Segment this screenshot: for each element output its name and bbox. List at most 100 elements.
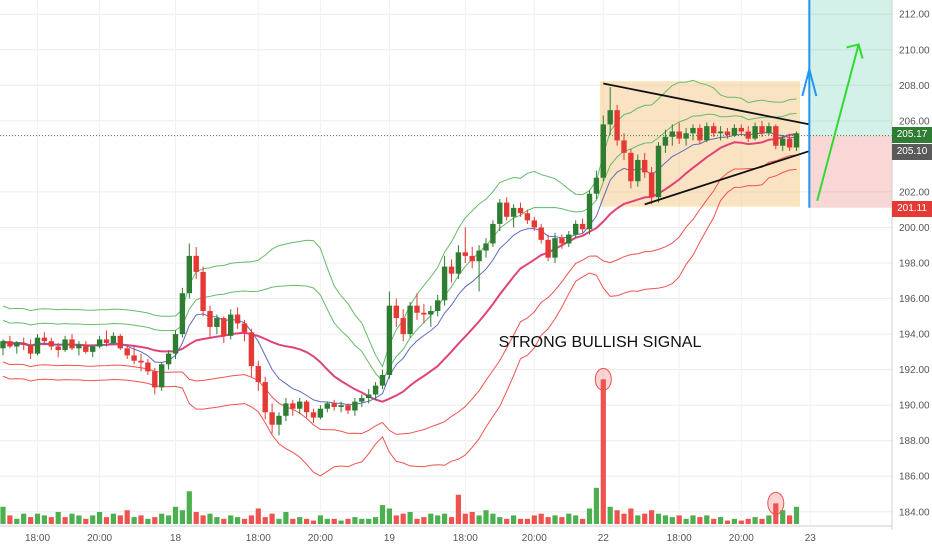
volume-bar <box>48 517 54 524</box>
volume-bar <box>338 520 344 524</box>
candle-body <box>14 342 20 347</box>
candle-body <box>642 159 648 173</box>
y-tick-label: 190.00 <box>899 401 930 412</box>
candle-body <box>255 366 261 383</box>
volume-bar <box>545 517 551 524</box>
volume-bar <box>655 513 662 524</box>
volume-bar <box>373 517 379 524</box>
volume-bar <box>724 520 731 524</box>
candle-body <box>165 353 172 365</box>
candle-body <box>683 133 689 139</box>
volume-bar <box>697 517 703 524</box>
upper-band-outer <box>2 79 797 368</box>
x-tick-label: 19 <box>384 533 396 544</box>
volume-bar <box>131 517 137 524</box>
volume-bar <box>531 515 537 524</box>
candle-body <box>83 344 89 352</box>
volume-bar <box>649 510 655 524</box>
volume-bar <box>559 517 565 524</box>
lower-band-outer <box>2 168 797 477</box>
candle-body <box>545 239 551 258</box>
volume-bar <box>780 510 786 524</box>
volume-bar <box>352 517 358 524</box>
volume-bar <box>504 518 510 524</box>
volume-bar <box>745 518 751 524</box>
volume-bar <box>766 515 772 524</box>
candle-body <box>400 318 406 335</box>
volume-bar <box>304 518 310 524</box>
volume-bar <box>600 379 606 524</box>
candle-body <box>193 255 199 272</box>
x-tick-label: 18:00 <box>246 533 271 544</box>
volume-bar <box>76 515 82 524</box>
volume-bar <box>83 518 89 524</box>
y-axis-background <box>892 0 932 550</box>
volume-bar <box>21 513 27 524</box>
candle-body <box>669 131 675 137</box>
volume-bar <box>248 515 254 524</box>
volume-bar <box>793 506 800 524</box>
candle-body <box>780 138 786 146</box>
volume-bar <box>172 506 179 524</box>
target-zone <box>809 0 892 136</box>
volume-bar <box>124 510 130 524</box>
candle-body <box>317 408 324 418</box>
candle-body <box>310 412 317 418</box>
last-price-tag: 205.17 <box>892 127 932 143</box>
x-tick-label: 18:00 <box>453 533 478 544</box>
candle-body <box>552 238 558 258</box>
volume-bar <box>179 510 185 524</box>
volume-bar <box>614 510 620 524</box>
volume-bar <box>787 515 793 524</box>
candle-body <box>345 405 351 411</box>
volume-spike-circle <box>594 367 612 391</box>
stop-price-tag: 201.11 <box>892 201 932 217</box>
volume-bar <box>752 517 758 524</box>
volume-bar <box>317 515 323 524</box>
candle-body <box>455 252 462 274</box>
volume-bar <box>110 513 116 524</box>
candle-body <box>476 250 482 262</box>
candle-body <box>469 255 475 262</box>
candle-body <box>766 126 772 134</box>
candle-body <box>414 305 420 313</box>
candle-body <box>34 337 41 354</box>
candle-body <box>62 339 68 351</box>
volume-bar <box>345 518 351 524</box>
volume-bar <box>407 511 413 524</box>
candle-body <box>759 126 765 134</box>
candle-body <box>159 364 165 388</box>
volume-bar <box>662 515 668 524</box>
candle-body <box>7 341 13 347</box>
volume-bar <box>517 518 524 524</box>
candle-body <box>200 271 206 311</box>
candle-body <box>579 223 586 230</box>
candle-body <box>366 394 372 399</box>
candle-body <box>793 133 800 148</box>
x-tick-label: 20:00 <box>87 533 112 544</box>
candle-body <box>214 318 220 327</box>
candle-body <box>303 401 310 413</box>
candle-body <box>559 238 565 244</box>
volume-bar <box>214 517 220 524</box>
candle-body <box>359 398 365 402</box>
candle-body <box>483 243 489 251</box>
candle-body <box>504 202 510 217</box>
volume-bar <box>28 517 34 524</box>
volume-bar <box>228 515 234 524</box>
y-tick-label: 210.00 <box>899 45 930 56</box>
candle-body <box>110 335 117 343</box>
y-tick-label: 186.00 <box>899 472 930 483</box>
candle-body <box>600 124 606 178</box>
volume-bar <box>573 515 579 524</box>
candle-body <box>738 127 744 132</box>
volume-bar <box>200 515 206 524</box>
candle-body <box>372 385 379 395</box>
y-tick-label: 184.00 <box>899 507 930 518</box>
volume-bar <box>7 515 13 524</box>
volume-bars <box>0 379 800 524</box>
volume-bar <box>90 515 96 524</box>
volume-bar <box>297 517 303 524</box>
candle-body <box>421 312 427 315</box>
volume-bar <box>607 506 613 524</box>
